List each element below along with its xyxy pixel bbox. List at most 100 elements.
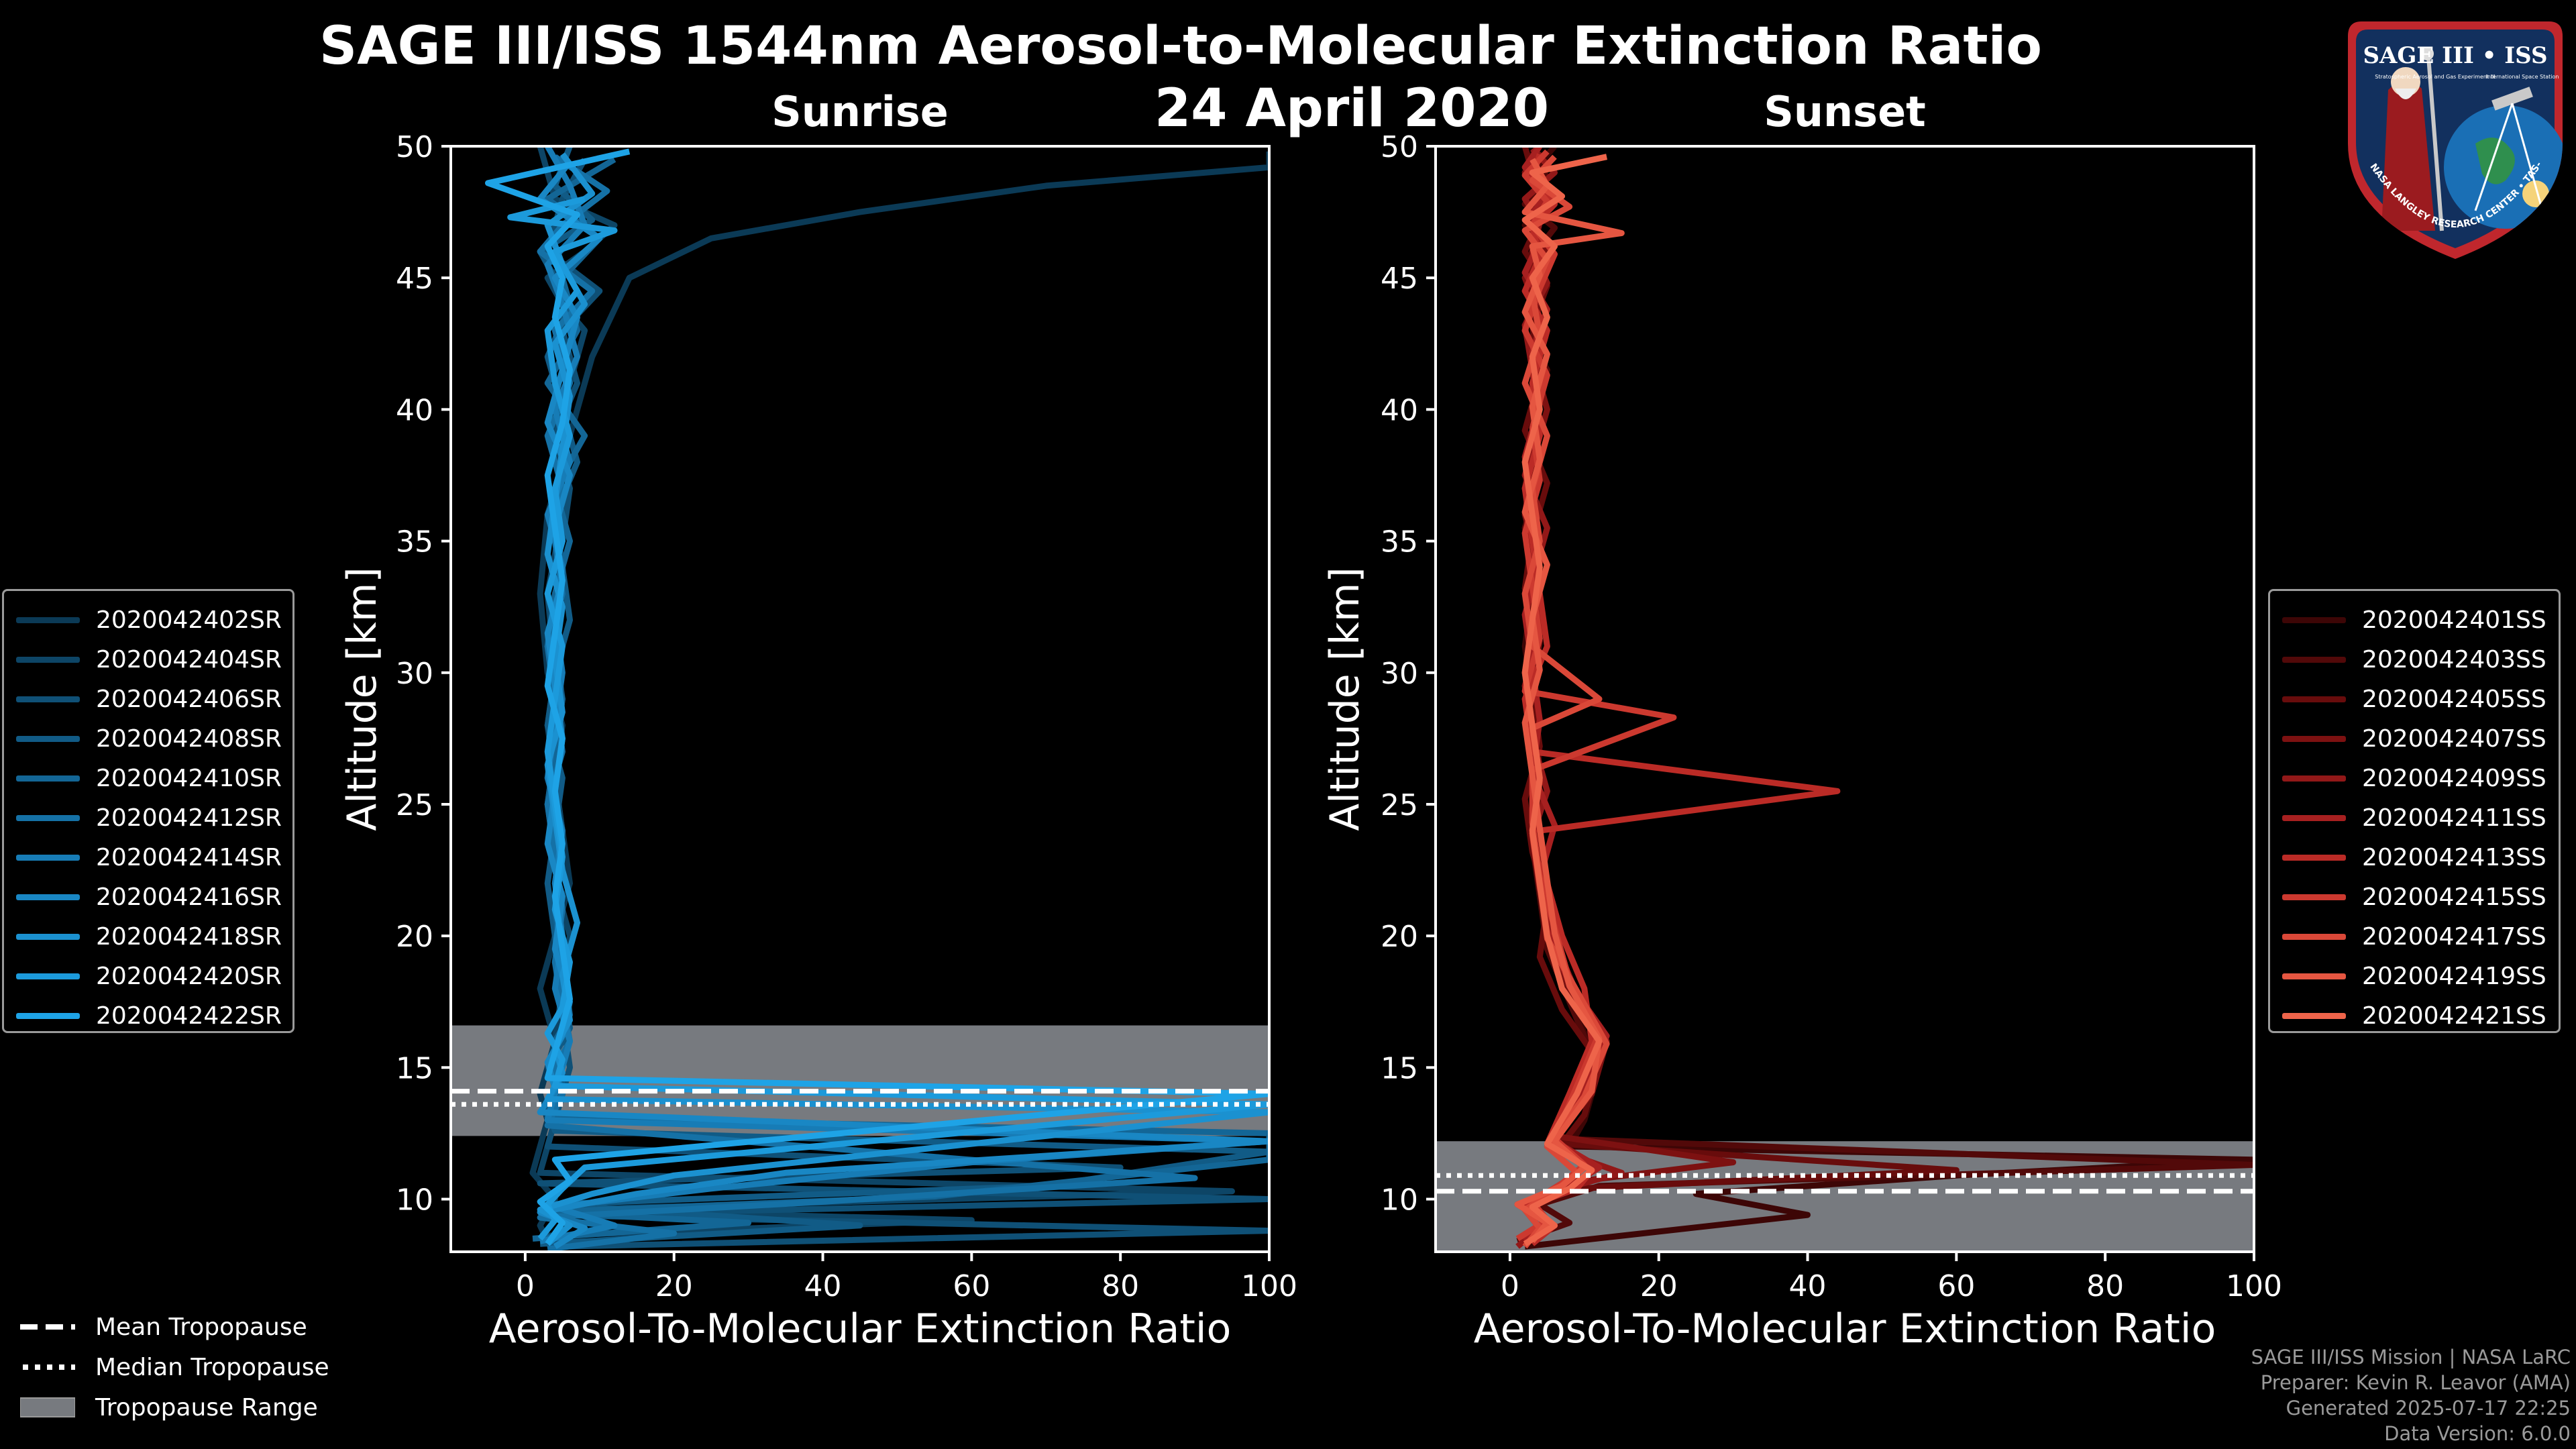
ss-y-tick-label: 30 [1381,657,1418,691]
figure-title: SAGE III/ISS 1544nm Aerosol-to-Molecular… [319,16,2042,76]
legend-swatch [2282,973,2346,979]
legend-swatch [16,617,80,623]
sr-y-tick-label: 30 [396,657,433,691]
sunset-axes-frame [1434,145,2255,1253]
ss-x-tick-label: 0 [1501,1269,1519,1303]
sunrise-y-ticks: 10 15 20 25 30 35 40 45 50 [396,130,451,1218]
median-tropopause-swatch [23,1364,75,1370]
ss-x-tick-label: 20 [1640,1269,1678,1303]
legend-label: 2020042408SR [96,725,282,753]
legend-swatch [2282,657,2346,663]
sr-x-tick-label: 60 [953,1269,990,1303]
legend-item-2020042413SS: 2020042413SS [2282,838,2546,877]
legend-swatch [16,815,80,821]
tropopause-range-label: Tropopause Range [95,1393,318,1421]
legend-label: 2020042421SS [2362,1002,2546,1030]
tropopause-legend: Mean Tropopause Median Tropopause Tropop… [20,1307,329,1428]
sunset-y-label: Altitude [km] [1322,567,1368,831]
legend-item-2020042418SR: 2020042418SR [16,917,282,957]
legend-label: 2020042419SS [2362,963,2546,990]
credits-mission: SAGE III/ISS Mission | NASA LaRC [2251,1346,2571,1368]
logo-subtitle-right: International Space Station [2486,74,2559,80]
logo-iss [2491,87,2533,111]
sunset-legend: 2020042401SS 2020042403SS 2020042405SS 2020… [2268,589,2561,1033]
tropopause-range-swatch [20,1397,75,1417]
legend-swatch [2282,894,2346,900]
legend-label: 2020042401SS [2362,606,2546,634]
sr-y-tick-label: 50 [396,130,433,164]
logo-sun [2522,180,2549,207]
mean-tropopause-swatch [20,1324,75,1330]
credits-data-version: Data Version: 6.0.0 [2384,1422,2571,1445]
legend-item-2020042404SR: 2020042404SR [16,640,282,680]
legend-item-2020042411SS: 2020042411SS [2282,798,2546,838]
legend-item-2020042407SS: 2020042407SS [2282,719,2546,759]
legend-item-2020042410SR: 2020042410SR [16,759,282,798]
legend-swatch [16,736,80,742]
legend-label: 2020042404SR [96,646,282,674]
legend-label: 2020042402SR [96,606,282,634]
legend-item-2020042402SR: 2020042402SR [16,600,282,640]
legend-label: 2020042416SR [96,883,282,911]
legend-swatch [2282,1013,2346,1019]
legend-item-2020042406SR: 2020042406SR [16,680,282,719]
legend-swatch [2282,855,2346,861]
sunrise-legend: 2020042402SR 2020042404SR 2020042406SR 2020… [2,589,294,1033]
legend-item-2020042405SS: 2020042405SS [2282,680,2546,719]
figure-date: 24 April 2020 [1155,78,1549,139]
sr-y-tick-label: 15 [396,1051,433,1085]
legend-label: 2020042405SS [2362,686,2546,713]
legend-swatch [16,894,80,900]
sr-y-tick-label: 25 [396,788,433,822]
series-line-2020042420SR [507,196,1269,1241]
credits-preparer: Preparer: Kevin R. Leavor (AMA) [2260,1371,2571,1394]
legend-item-2020042415SS: 2020042415SS [2282,877,2546,917]
ss-y-tick-label: 45 [1381,262,1418,296]
logo-subtitle-left: Stratospheric Aerosol and Gas Experiment… [2375,74,2495,80]
sunrise-title: Sunrise [771,87,949,136]
legend-label: 2020042420SR [96,963,282,990]
tropopause-legend-mean: Mean Tropopause [20,1307,329,1347]
ss-x-tick-label: 40 [1789,1269,1827,1303]
legend-label: 2020042406SR [96,686,282,713]
legend-label: 2020042415SS [2362,883,2546,911]
sage-iii-iss-logo: SAGE III • ISS Stratospheric Aerosol and… [2341,9,2563,259]
logo-title: SAGE III • ISS [2363,42,2547,69]
ss-y-tick-label: 10 [1381,1183,1418,1218]
sunset-x-label: Aerosol-To-Molecular Extinction Ratio [1474,1305,2216,1352]
ss-y-tick-label: 25 [1381,788,1418,822]
sunrise-y-label: Altitude [km] [339,567,386,831]
legend-label: 2020042417SS [2362,923,2546,951]
legend-item-2020042419SS: 2020042419SS [2282,957,2546,996]
legend-swatch [2282,815,2346,821]
legend-label: 2020042413SS [2362,844,2546,871]
legend-label: 2020042407SS [2362,725,2546,753]
legend-label: 2020042403SS [2362,646,2546,674]
legend-swatch [16,775,80,782]
legend-label: 2020042410SR [96,765,282,792]
legend-item-2020042421SS: 2020042421SS [2282,996,2546,1036]
credits-generated: Generated 2025-07-17 22:25 [2286,1397,2571,1419]
ss-y-tick-label: 15 [1381,1051,1418,1085]
legend-swatch [2282,775,2346,782]
legend-item-2020042409SS: 2020042409SS [2282,759,2546,798]
series-line-2020042416SR [537,160,1269,1250]
ss-y-tick-label: 35 [1381,525,1418,559]
ss-y-tick-label: 50 [1381,130,1418,164]
sunset-panel: 0 20 40 60 80 100 10 15 20 25 30 35 40 45 50 Sunset A… [1322,87,2282,1352]
legend-swatch [2282,696,2346,702]
legend-swatch [16,696,80,702]
tropopause-legend-range: Tropopause Range [20,1387,329,1428]
legend-swatch [2282,934,2346,940]
sr-x-tick-label: 40 [804,1269,842,1303]
legend-label: 2020042422SR [96,1002,282,1030]
legend-label: 2020042409SS [2362,765,2546,792]
series-line-2020042402SR [529,151,1269,1243]
legend-item-2020042412SR: 2020042412SR [16,798,282,838]
legend-item-2020042422SR: 2020042422SR [16,996,282,1036]
ss-x-tick-label: 80 [2086,1269,2124,1303]
ss-x-tick-label: 60 [1937,1269,1975,1303]
sr-y-tick-label: 40 [396,393,433,427]
series-line-2020042421SS [1521,154,1608,1247]
